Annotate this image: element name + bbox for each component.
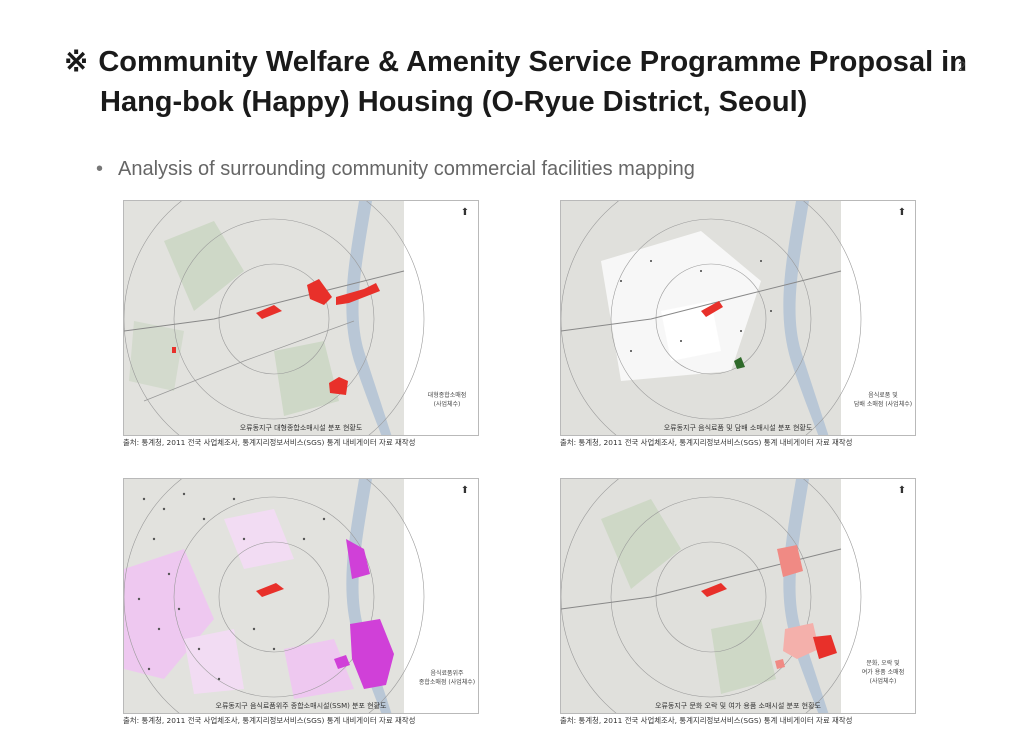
legend-line: 음식료품위주 (430, 670, 464, 677)
map-source: 출처: 통계청, 2011 전국 사업체조사, 통계지리정보서비스(SGS) 통… (123, 438, 416, 447)
legend-line: 담배 소매점 (사업체수) (853, 401, 913, 408)
legend-line: (사업체수) (433, 401, 461, 408)
north-arrow-icon: ⬆ (460, 485, 470, 496)
map-caption: 오류동지구 음식료품 및 담배 소매시설 분포 현황도 (663, 424, 813, 432)
map-source: 출처: 통계청, 2011 전국 사업체조사, 통계지리정보서비스(SGS) 통… (560, 716, 853, 725)
map-caption: 오류동지구 음식료품위주 종합소매시설(SSM) 분포 현황도 (215, 702, 387, 710)
title-line-1: Community Welfare & Amenity Service Prog… (98, 46, 967, 78)
slide-title: ※ Community Welfare & Amenity Service Pro… (64, 42, 1004, 122)
map-source: 출처: 통계청, 2011 전국 사업체조사, 통계지리정보서비스(SGS) 통… (123, 716, 416, 725)
bullet-text: Analysis of surrounding community commer… (118, 158, 695, 180)
north-arrow-icon: ⬆ (897, 485, 907, 496)
map-legend: 음식료품위주 종합소매점 (사업체수) (416, 669, 478, 687)
bullet-point: • Analysis of surrounding community comme… (96, 158, 695, 181)
map-panel-ssm: ⬆ 음식료품위주 종합소매점 (사업체수) 오류동지구 음식료품위주 종합소매시… (123, 478, 479, 728)
title-line-2: Hang-bok (Happy) Housing (O-Ryue Distric… (100, 86, 808, 118)
map-legend: 대형종합소매점 (사업체수) (416, 391, 478, 409)
map-panel-large-retail: ⬆ 대형종합소매점 (사업체수) 오류동지구 대형종합소매시설 분포 현황도 출… (123, 200, 479, 450)
bullet-icon: • (96, 158, 104, 180)
map-caption: 오류동지구 대형종합소매시설 분포 현황도 (239, 424, 363, 432)
map-image: ⬆ 음식료품위주 종합소매점 (사업체수) (123, 478, 479, 714)
legend-line: 음식료품 및 (868, 392, 898, 399)
map-source: 출처: 통계청, 2011 전국 사업체조사, 통계지리정보서비스(SGS) 통… (560, 438, 853, 447)
legend-line: 대형종합소매점 (427, 392, 467, 399)
slide-number: 2 (958, 58, 966, 74)
legend-line: 문화, 오락 및 (866, 660, 900, 667)
legend-line: 여가 용품 소매점 (861, 669, 905, 676)
map-image: ⬆ 문화, 오락 및 여가 용품 소매점 (사업체수) (560, 478, 916, 714)
legend-line: (사업체수) (869, 678, 897, 685)
north-arrow-icon: ⬆ (897, 207, 907, 218)
map-panel-food-tobacco: ⬆ 음식료품 및 담배 소매점 (사업체수) 오류동지구 음식료품 및 담배 소… (560, 200, 916, 450)
map-caption: 오류동지구 문화 오락 및 여가 용품 소매시설 분포 현황도 (655, 702, 821, 710)
map-image: ⬆ 대형종합소매점 (사업체수) (123, 200, 479, 436)
map-legend: 문화, 오락 및 여가 용품 소매점 (사업체수) (851, 659, 915, 686)
legend-line: 종합소매점 (사업체수) (418, 679, 476, 686)
map-image: ⬆ 음식료품 및 담배 소매점 (사업체수) (560, 200, 916, 436)
reference-mark: ※ (64, 46, 89, 78)
north-arrow-icon: ⬆ (460, 207, 470, 218)
map-panel-culture-leisure: ⬆ 문화, 오락 및 여가 용품 소매점 (사업체수) 오류동지구 문화 오락 … (560, 478, 916, 728)
map-legend: 음식료품 및 담배 소매점 (사업체수) (851, 391, 915, 409)
